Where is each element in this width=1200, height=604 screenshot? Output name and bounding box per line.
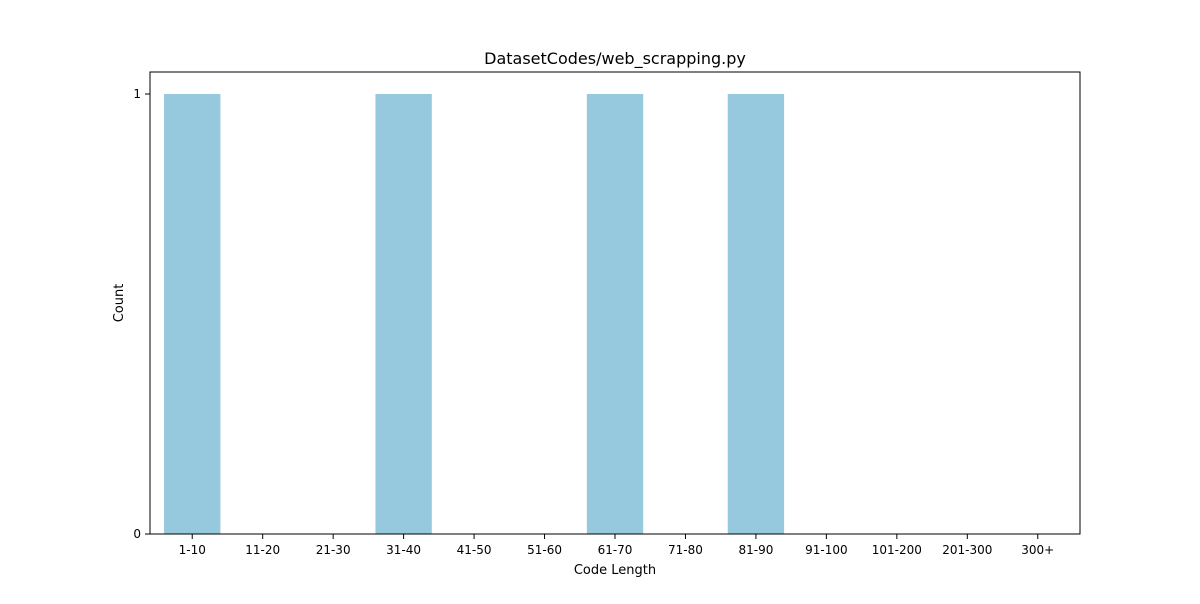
x-tick-label: 41-50 (457, 543, 492, 557)
y-axis-ticks: 01 (133, 87, 150, 541)
x-tick-label: 81-90 (738, 543, 773, 557)
x-tick-label: 201-300 (942, 543, 992, 557)
y-axis-label: Count (112, 284, 127, 323)
x-axis-ticks: 1-10 11-20 21-30 31-40 41-50 51-60 61-70 71-80 8… (179, 534, 1054, 557)
x-tick-label: 101-200 (872, 543, 922, 557)
x-tick-label: 1-10 (179, 543, 206, 557)
y-tick-label: 0 (133, 527, 141, 541)
x-tick-label: 21-30 (316, 543, 351, 557)
bar-31-40 (375, 94, 432, 534)
chart-title: DatasetCodes/web_scrapping.py (484, 49, 746, 69)
x-axis-label: Code Length (574, 563, 656, 578)
bar-81-90 (727, 94, 785, 534)
bar-1-10 (164, 94, 221, 534)
x-tick-label: 11-20 (245, 543, 280, 557)
x-tick-label: 71-80 (668, 543, 703, 557)
bar-61-70 (586, 94, 644, 534)
y-tick-label: 1 (133, 87, 141, 101)
x-tick-label: 31-40 (386, 543, 421, 557)
x-tick-label: 300+ (1021, 543, 1054, 557)
bars-group (164, 94, 785, 534)
x-tick-label: 51-60 (527, 543, 562, 557)
x-tick-label: 61-70 (598, 543, 633, 557)
x-tick-label: 91-100 (805, 543, 848, 557)
